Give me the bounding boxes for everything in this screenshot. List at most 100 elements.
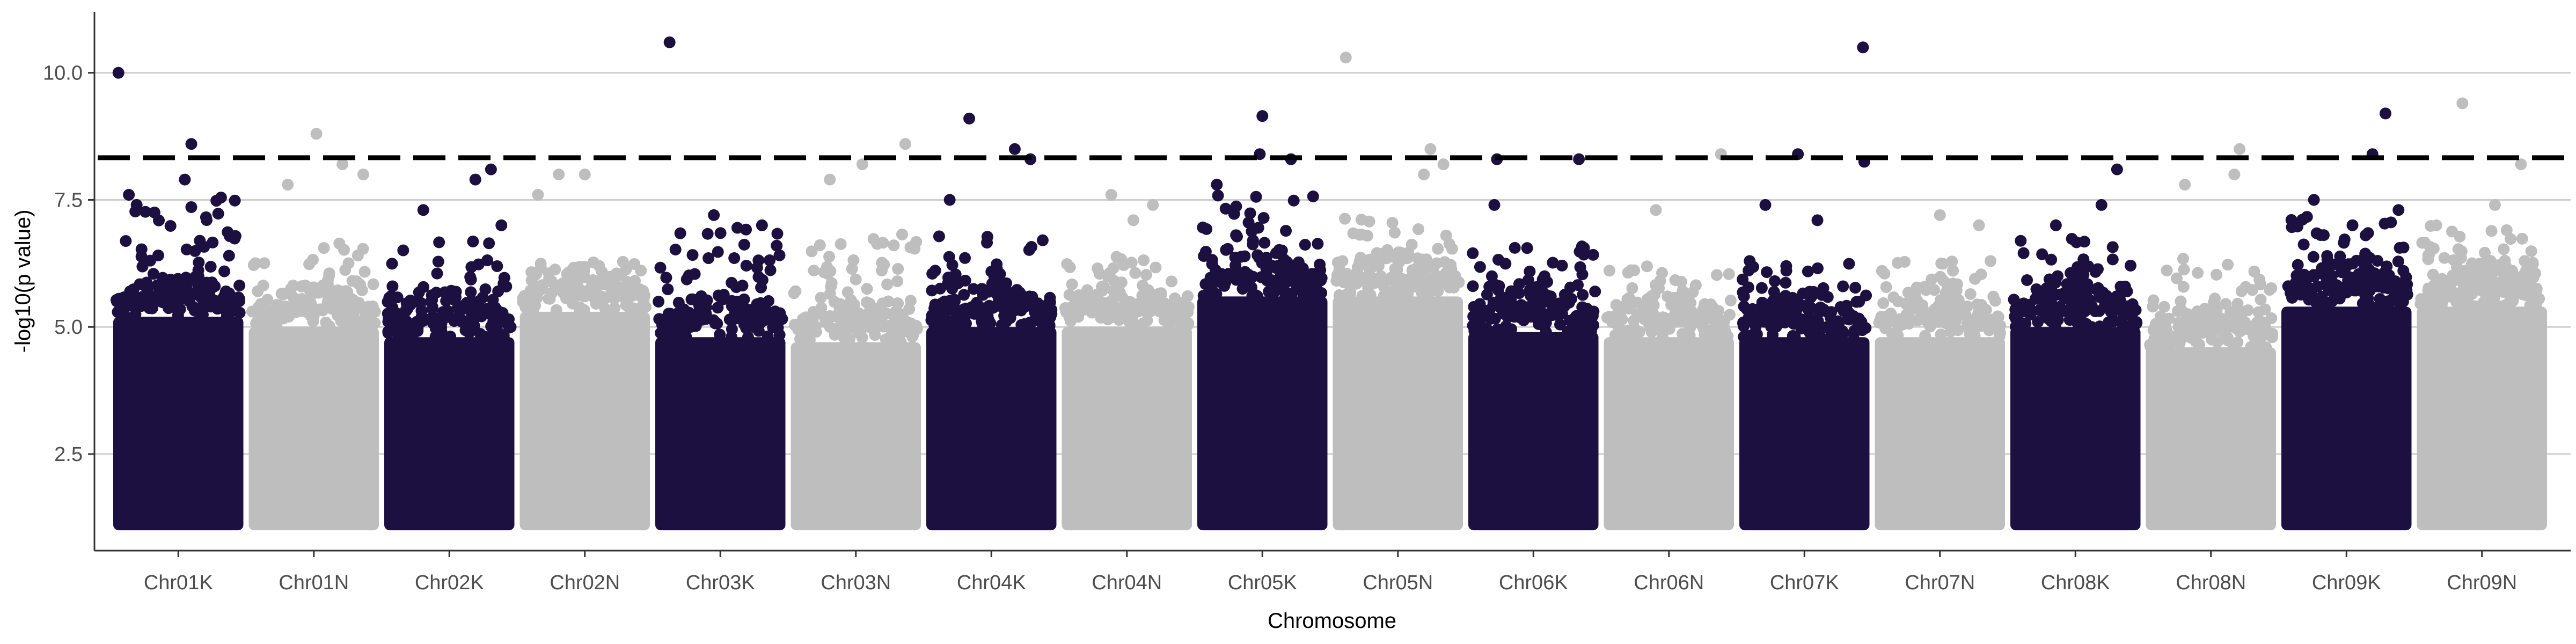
data-point (1181, 290, 1194, 302)
data-point (1307, 191, 1319, 203)
data-point (2344, 271, 2356, 283)
data-point (233, 279, 246, 291)
data-point (536, 279, 548, 291)
data-point (1761, 266, 1773, 279)
data-point (976, 315, 988, 327)
peak-point (1488, 199, 1501, 211)
peak-point (2228, 169, 2241, 181)
data-point (1109, 301, 1122, 313)
data-point (222, 226, 234, 238)
data-point (2008, 294, 2020, 306)
data-point (2015, 235, 2027, 247)
data-point (474, 328, 486, 340)
data-point (323, 267, 335, 280)
data-point (932, 305, 944, 318)
data-point (1787, 330, 1799, 342)
x-tick-label: Chr01K (144, 572, 213, 594)
data-point (2441, 277, 2453, 290)
peak-point (2392, 204, 2405, 216)
data-point (773, 249, 786, 261)
peak-point (469, 173, 481, 186)
data-point (1394, 246, 1407, 259)
point-cloud (2417, 306, 2547, 531)
data-point (663, 312, 676, 324)
data-point (1483, 281, 1496, 293)
data-point (1825, 306, 1838, 318)
data-point (2422, 249, 2434, 261)
data-point (1265, 274, 1278, 286)
data-point (2297, 238, 2310, 251)
data-point (1878, 267, 1891, 280)
peak-point (1857, 41, 1869, 54)
data-point (2301, 211, 2313, 223)
data-point (1625, 264, 1637, 276)
data-point (1380, 287, 1393, 299)
peak-point (943, 194, 956, 206)
chromosome-Chr05K (1197, 110, 1328, 531)
data-point (2469, 282, 2482, 295)
data-point (316, 303, 328, 316)
data-point (714, 328, 726, 341)
peak-point (1437, 158, 1450, 171)
data-point (303, 258, 316, 270)
data-point (338, 244, 350, 256)
data-point (728, 252, 741, 264)
point-cloud (1739, 337, 1870, 531)
data-point (2500, 224, 2513, 236)
data-point (296, 280, 308, 292)
data-point (1536, 273, 1549, 286)
data-point (1538, 292, 1550, 304)
data-point (2121, 305, 2134, 317)
data-point (2338, 237, 2350, 249)
data-point (413, 286, 425, 298)
data-point (891, 275, 904, 288)
data-point (1880, 281, 1892, 293)
data-point (1467, 319, 1479, 332)
data-point (1263, 286, 1275, 298)
peak-point (708, 209, 720, 221)
data-point (1137, 280, 1149, 292)
data-point (1578, 248, 1590, 261)
data-point (1850, 296, 1863, 308)
data-point (1832, 315, 1844, 327)
data-point (1603, 311, 1615, 323)
data-point (2235, 285, 2248, 297)
data-point (605, 288, 617, 301)
data-point (959, 252, 971, 264)
data-point (561, 268, 573, 280)
peak-point (2308, 194, 2320, 206)
data-point (1761, 316, 1774, 328)
peak-point (357, 169, 369, 181)
data-point (2159, 320, 2171, 333)
data-point (1440, 229, 1452, 241)
data-point (1964, 288, 1977, 301)
data-point (2527, 283, 2539, 296)
data-point (772, 321, 784, 334)
chromosome-Chr08N (2144, 143, 2278, 531)
data-point (806, 245, 818, 258)
data-point (198, 240, 210, 253)
data-point (111, 294, 123, 306)
data-point (2211, 336, 2223, 348)
data-point (189, 245, 201, 257)
data-point (2485, 225, 2498, 237)
data-point (1525, 311, 1538, 323)
data-point (1182, 319, 1194, 331)
data-point (872, 305, 884, 318)
data-point (2063, 314, 2076, 326)
data-point (396, 314, 408, 326)
data-point (1738, 300, 1750, 312)
data-point (2192, 267, 2204, 279)
data-point (822, 313, 835, 325)
data-point (1972, 309, 1984, 321)
data-point (120, 311, 132, 323)
data-point (1722, 330, 1734, 342)
data-point (2350, 280, 2362, 292)
data-point (1771, 295, 1783, 307)
data-point (1492, 253, 1504, 266)
data-point (1221, 243, 1234, 255)
peak-point (963, 112, 976, 125)
data-point (815, 291, 827, 304)
peak-point (899, 138, 911, 150)
data-point (743, 314, 755, 327)
